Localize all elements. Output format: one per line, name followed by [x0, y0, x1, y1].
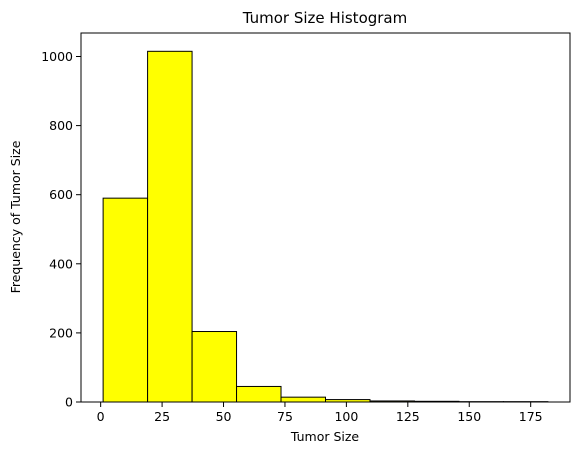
y-tick-label: 0: [65, 395, 73, 410]
histogram-bar: [103, 198, 147, 402]
bars-layer: [103, 51, 548, 402]
x-tick-label: 50: [216, 409, 232, 424]
y-tick-label: 1000: [41, 49, 73, 64]
x-tick-label: 25: [154, 409, 170, 424]
histogram-bar: [237, 386, 281, 402]
x-tick-label: 0: [97, 409, 105, 424]
x-tick-label: 125: [396, 409, 420, 424]
histogram-bar: [148, 51, 192, 402]
y-axis: 0 200 400 600 800 1000: [41, 49, 81, 410]
y-tick-label: 600: [49, 187, 73, 202]
y-axis-label: Frequency of Tumor Size: [8, 140, 23, 293]
y-tick-label: 800: [49, 118, 73, 133]
x-tick-label: 150: [457, 409, 481, 424]
histogram-bar: [281, 397, 325, 402]
histogram-bar: [192, 332, 236, 402]
x-tick-label: 175: [519, 409, 543, 424]
x-axis-label: Tumor Size: [290, 429, 360, 444]
x-tick-label: 75: [277, 409, 293, 424]
chart-title: Tumor Size Histogram: [242, 9, 408, 27]
x-axis: 0 25 50 75 100 125 150 175: [97, 402, 543, 424]
x-tick-label: 100: [334, 409, 358, 424]
y-tick-label: 200: [49, 325, 73, 340]
y-tick-label: 400: [49, 256, 73, 271]
